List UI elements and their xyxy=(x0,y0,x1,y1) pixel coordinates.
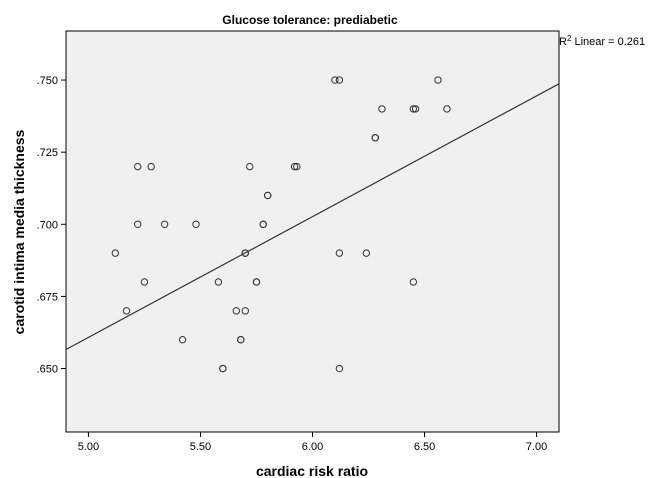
y-tick-label: .650 xyxy=(37,364,58,376)
data-point xyxy=(241,249,249,257)
data-point xyxy=(192,220,200,228)
data-point xyxy=(160,220,169,228)
data-point xyxy=(409,105,418,113)
data-point xyxy=(232,307,241,315)
x-tick-label: 6.00 xyxy=(302,441,323,453)
data-point xyxy=(122,307,131,315)
data-point xyxy=(134,220,142,228)
data-point xyxy=(409,278,418,286)
data-point xyxy=(241,307,249,315)
data-point xyxy=(378,105,386,113)
data-point xyxy=(259,220,267,228)
data-point xyxy=(140,278,149,286)
y-tick-label: .725 xyxy=(37,147,58,159)
x-tick-label: 7.00 xyxy=(526,441,547,453)
data-point xyxy=(134,162,142,171)
data-point xyxy=(178,335,187,344)
data-point xyxy=(263,191,272,200)
data-point xyxy=(335,249,344,257)
y-axis: .650 .675 .700 .725 .750 xyxy=(37,75,66,376)
data-point xyxy=(371,134,379,142)
data-point xyxy=(237,335,245,344)
chart-title: Glucose tolerance: prediabetic xyxy=(222,13,398,27)
y-tick-label: .700 xyxy=(37,219,58,231)
r-squared-label-value: Linear = 0.261 xyxy=(571,36,645,48)
data-point xyxy=(335,364,344,373)
data-points xyxy=(111,76,451,373)
y-tick-label: .750 xyxy=(37,75,58,87)
x-tick-label: 5.00 xyxy=(78,441,99,453)
plot-area xyxy=(65,30,560,433)
x-tick-label: 6.50 xyxy=(414,441,435,453)
regression-line-group xyxy=(65,83,560,351)
data-point xyxy=(252,278,261,286)
data-point xyxy=(331,76,339,84)
data-point xyxy=(293,162,301,171)
data-point xyxy=(246,162,254,171)
r-squared-label-r: R xyxy=(559,36,567,48)
y-axis-label: carotid intima media thickness xyxy=(11,129,27,334)
data-point xyxy=(362,249,370,257)
data-point xyxy=(411,105,420,113)
x-tick-label: 5.50 xyxy=(190,441,211,453)
data-point xyxy=(434,76,442,84)
data-point xyxy=(147,162,155,171)
data-point xyxy=(290,162,299,171)
data-point xyxy=(335,76,344,84)
r-squared-label: R2 Linear = 0.261 xyxy=(559,34,645,48)
y-tick-label: .675 xyxy=(37,291,58,303)
data-point xyxy=(443,105,451,113)
data-point xyxy=(111,249,120,257)
r-squared-label-sup: 2 xyxy=(567,34,572,43)
data-point xyxy=(219,364,227,373)
data-point xyxy=(214,278,223,286)
regression-line xyxy=(65,83,560,351)
x-axis-label: cardiac risk ratio xyxy=(256,463,368,478)
x-axis: 5.00 5.50 6.00 6.50 7.00 xyxy=(78,432,547,453)
